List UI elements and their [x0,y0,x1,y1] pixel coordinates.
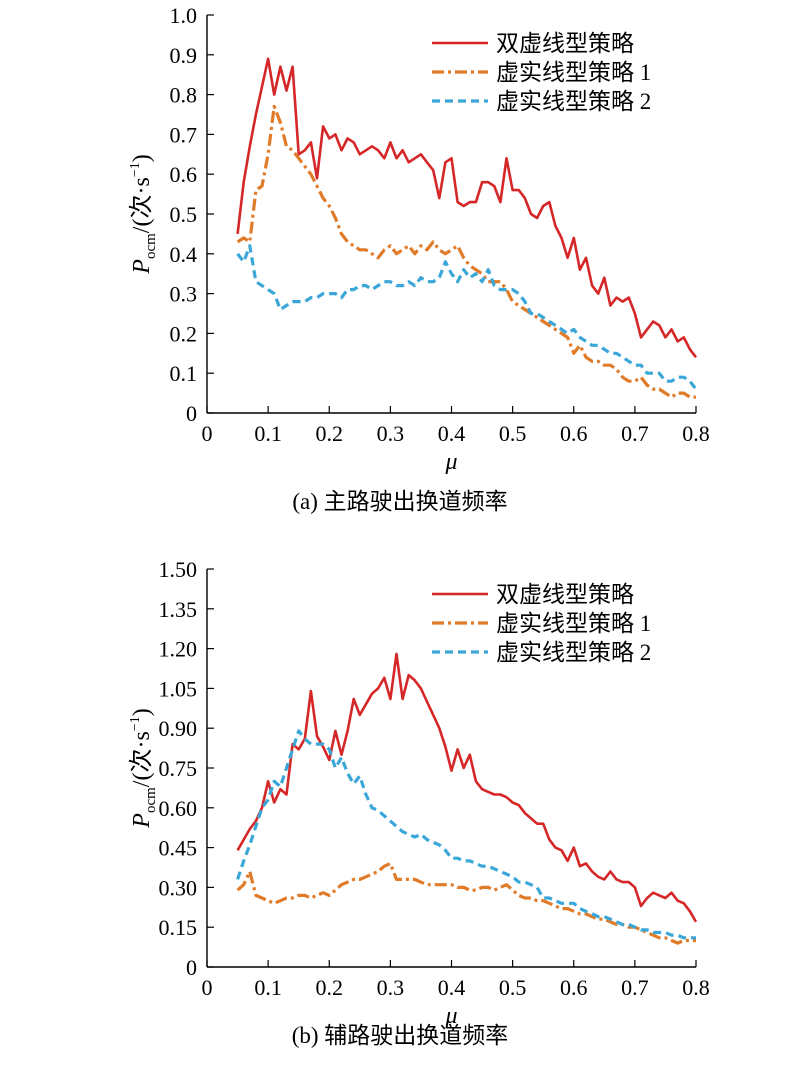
y-tick-label: 0.3 [170,282,198,307]
y-tick-label: 0.4 [170,242,198,267]
y-label-close: ) [129,708,155,716]
y-tick-label: 1.0 [170,3,198,28]
legend-label-3: 虚实线型策略 2 [496,89,651,114]
x-axis-label: μ [444,449,457,475]
y-label-superscript: −1 [128,716,143,731]
x-tick-label: 0 [202,421,213,446]
series-line-2 [236,104,696,399]
x-tick-label: 0.6 [560,975,588,1000]
y-label-superscript: −1 [128,162,143,177]
series-line-1 [236,652,698,923]
y-tick-label: 0.8 [170,83,198,108]
chart-a: 0 0.1 0.2 0.3 0.4 0.5 0.6 0.7 0.8 0.9 1.0 0 0.1 0.2 0.… [128,3,710,475]
series-line-3 [236,729,696,940]
x-tick-label: 0.5 [499,421,527,446]
legend-label-1: 双虚线型策略 [496,582,634,607]
x-axis-label: μ [444,1003,457,1029]
y-tick-label: 0.90 [159,716,198,741]
y-tick-label: 0 [186,401,197,426]
chart-b-caption: (b) 辅路驶出换道频率 [291,1023,509,1048]
x-tick-label: 0.3 [377,421,405,446]
x-tick-label: 0.8 [682,975,710,1000]
x-tick-label: 0.2 [316,975,344,1000]
x-tick-label: 0.8 [682,421,710,446]
x-tick-label: 0.1 [254,421,282,446]
legend-label-3: 虚实线型策略 2 [496,640,651,665]
y-label-subscript: ocm [143,787,159,813]
y-tick-label: 0.15 [159,915,198,940]
y-label-unit: /(次·s [128,731,155,787]
y-tick-label: 1.35 [159,597,198,622]
legend-label-2: 虚实线型策略 1 [496,60,651,85]
y-tick-label: 0.60 [159,796,198,821]
x-tick-label: 0.7 [621,975,649,1000]
y-tick-label: 0.75 [159,756,198,781]
series-line-3 [236,244,698,391]
legend-label-2: 虚实线型策略 1 [496,611,651,636]
x-tick-label: 0.1 [254,975,282,1000]
series-line-2 [236,861,696,945]
y-tick-label: 0.5 [170,202,198,227]
y-tick-label: 0.2 [170,321,198,346]
y-axis-label: Pocm/(次·s−1) [128,154,159,274]
y-tick-label: 1.05 [159,676,198,701]
x-tick-label: 0 [202,975,213,1000]
x-tick-label: 0.2 [316,421,344,446]
y-label-unit: /(次·s [128,177,155,233]
y-tick-label: 0 [186,955,197,980]
svg-text:Pocm/(次·s−1): Pocm/(次·s−1) [128,708,159,828]
chart-a-caption: (a) 主路驶出换道频率 [292,489,508,514]
y-tick-label: 0.6 [170,162,198,187]
x-tick-label: 0.3 [377,975,405,1000]
y-label-symbol: P [129,813,155,829]
y-tick-label: 0.30 [159,875,198,900]
chart-panel-b: 0 0.15 0.30 0.45 0.60 0.75 0.90 1.05 1.20 1.35 1.5… [0,540,800,1067]
x-tick-label: 0.4 [438,421,466,446]
y-label-symbol: P [129,259,155,275]
y-label-close: ) [129,154,155,162]
x-tick-label: 0.4 [438,975,466,1000]
x-tick-label: 0.6 [560,421,588,446]
legend-label-1: 双虚线型策略 [496,31,634,56]
y-tick-label: 0.7 [170,122,198,147]
y-tick-label: 0.1 [170,361,198,386]
y-tick-label: 1.20 [159,637,198,662]
series-line-1 [236,57,698,359]
chart-b: 00.150.300.450.600.750.901.051.201.351.5… [128,557,710,1029]
y-axis-label: Pocm/(次·s−1) [128,708,159,828]
y-tick-label: 0.45 [159,836,198,861]
y-tick-label: 1.50 [159,557,198,582]
x-tick-label: 0.7 [621,421,649,446]
svg-text:Pocm/(次·s−1): Pocm/(次·s−1) [128,154,159,274]
chart-panel-a: 0 0.1 0.2 0.3 0.4 0.5 0.6 0.7 0.8 0.9 1.0 0 0.1 0.2 0.… [0,0,800,530]
x-tick-label: 0.5 [499,975,527,1000]
y-tick-label: 0.9 [170,43,198,68]
y-label-subscript: ocm [143,233,159,259]
